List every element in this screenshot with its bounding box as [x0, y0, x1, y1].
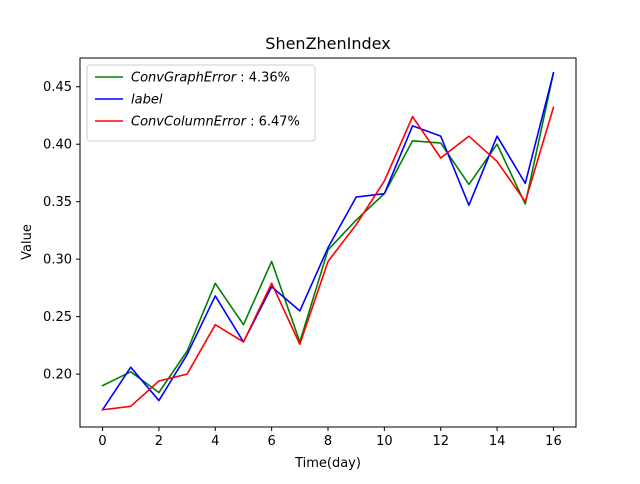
y-axis: 0.20 0.25 0.30 0.35 0.40 0.45	[43, 80, 80, 383]
legend-label: ConvColumnError : 6.47%	[131, 115, 300, 130]
legend-label-value: : 6.47%	[246, 115, 300, 130]
legend-label-name: ConvColumnError	[131, 115, 248, 130]
legend-label-name: ConvGraphError	[131, 71, 238, 86]
y-tick-label: 0.25	[43, 310, 72, 325]
x-axis: 0 2 4 6 8 10 12 14 16	[98, 427, 562, 449]
y-tick-label: 0.35	[43, 195, 72, 210]
legend-label: ConvGraphError : 4.36%	[131, 71, 290, 86]
legend-label-value: : 4.36%	[236, 71, 290, 86]
series-line-1	[101, 71, 555, 411]
y-tick-label: 0.40	[43, 138, 72, 153]
series-line-0	[101, 71, 555, 394]
x-tick-label: 14	[489, 434, 506, 449]
y-axis-label: Value	[20, 224, 35, 260]
y-tick-label: 0.20	[43, 368, 72, 383]
legend-box	[86, 64, 316, 142]
legend-label-name: label	[131, 93, 163, 108]
x-axis-label: Time(day)	[294, 456, 361, 471]
x-tick-label: 2	[155, 434, 163, 449]
series-lines	[101, 71, 555, 411]
y-tick-label: 0.45	[43, 80, 72, 95]
x-tick-label: 0	[98, 434, 106, 449]
x-tick-label: 16	[545, 434, 562, 449]
y-tick-label: 0.30	[43, 253, 72, 268]
series-line-2	[101, 106, 555, 411]
legend: ConvGraphError : 4.36% label ConvColumnErr…	[86, 64, 316, 142]
x-tick-label: 4	[211, 434, 219, 449]
x-tick-label: 10	[376, 434, 393, 449]
x-tick-label: 6	[267, 434, 275, 449]
chart-title: ShenZhenIndex	[265, 34, 390, 53]
plot-frame	[79, 57, 577, 428]
x-tick-label: 8	[324, 434, 332, 449]
x-tick-label: 12	[432, 434, 449, 449]
legend-label: label	[131, 93, 163, 108]
